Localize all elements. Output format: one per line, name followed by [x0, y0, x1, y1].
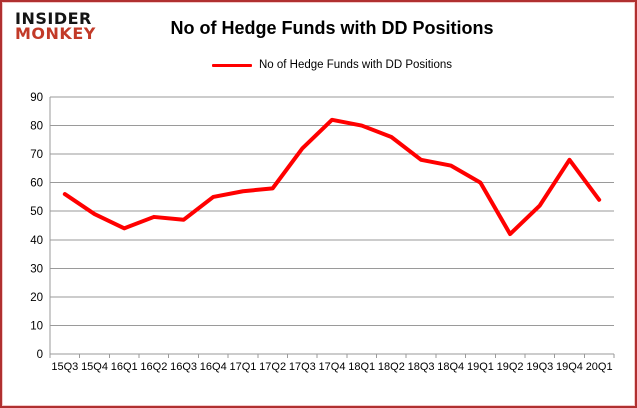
chart-legend: No of Hedge Funds with DD Positions [50, 59, 614, 71]
y-axis-label: 90 [30, 92, 43, 104]
insider-monkey-logo: INSIDER MONKEY [15, 11, 96, 41]
legend-label: No of Hedge Funds with DD Positions [258, 59, 453, 71]
x-axis-label: 18Q1 [348, 361, 375, 373]
x-axis-label: 18Q3 [408, 361, 435, 373]
y-axis-label: 50 [30, 206, 43, 218]
data-series-line [62, 117, 602, 237]
y-axis-label: 10 [30, 320, 43, 332]
y-axis-label: 30 [30, 263, 43, 275]
page-title: No of Hedge Funds with DD Positions [170, 18, 494, 38]
x-axis-label: 20Q1 [586, 361, 613, 373]
y-axis-label: 70 [30, 149, 43, 161]
y-axis-label: 20 [30, 292, 43, 304]
x-axis-label: 16Q3 [170, 361, 197, 373]
logo-insider-text: INSIDER [15, 9, 92, 28]
x-axis-label: 18Q4 [437, 361, 464, 373]
x-axis-label: 19Q4 [556, 361, 583, 373]
x-axis-label: 18Q2 [378, 361, 405, 373]
x-axis-label: 16Q2 [140, 361, 167, 373]
y-axis-label: 80 [30, 121, 43, 133]
y-axis-label: 0 [37, 349, 43, 361]
x-axis-label: 17Q4 [319, 361, 346, 373]
y-axis-label: 40 [30, 235, 43, 247]
logo-monkey-text: MONKEY [15, 23, 96, 43]
legend-line-swatch [211, 63, 252, 67]
x-axis-label: 19Q3 [526, 361, 553, 373]
x-axis-label: 15Q3 [51, 361, 78, 373]
x-axis-label: 17Q1 [229, 361, 256, 373]
x-axis-label: 19Q2 [497, 361, 524, 373]
x-axis-label: 16Q1 [111, 361, 138, 373]
y-axis-label: 60 [30, 178, 43, 190]
x-axis-label: 16Q4 [200, 361, 227, 373]
x-axis-label: 15Q4 [81, 361, 108, 373]
x-axis-label: 17Q3 [289, 361, 316, 373]
x-axis-label: 17Q2 [259, 361, 286, 373]
x-axis-label: 19Q1 [467, 361, 494, 373]
